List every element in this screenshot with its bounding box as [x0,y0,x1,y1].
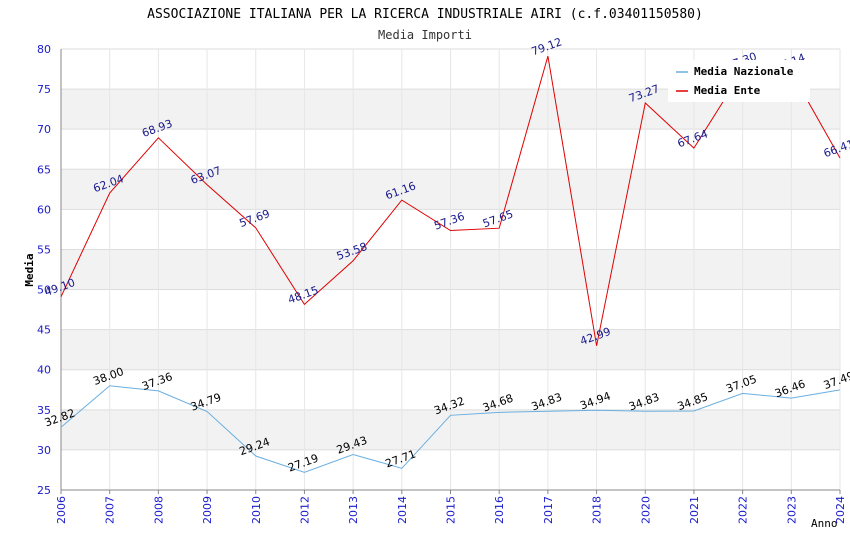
x-tick-label: 2010 [250,496,263,524]
y-tick-label: 70 [37,123,51,136]
legend: Media Nazionale Media Ente [668,60,810,102]
x-tick-label: 2008 [152,496,165,524]
y-tick-label: 65 [37,163,51,176]
y-tick-label: 40 [37,364,51,377]
axes: 25 30 35 40 45 50 55 60 65 70 75 80 2006 2007 2008 2009… [37,43,847,524]
x-tick-label: 2020 [639,496,652,524]
y-tick-label: 80 [37,43,51,56]
x-tick-label: 2009 [201,496,214,524]
x-axis-label: Anno [811,517,838,530]
x-tick-label: 2006 [55,496,68,524]
y-tick-label: 60 [37,203,51,216]
chart-title: ASSOCIAZIONE ITALIANA PER LA RICERCA IND… [147,7,703,22]
x-tick-label: 2017 [542,496,555,524]
series-line-media-nazionale [60,385,841,473]
legend-label-media-ente: Media Ente [694,84,761,97]
chart-subtitle: Media Importi [378,28,472,42]
y-tick-label: 45 [37,324,51,337]
x-tick-label: 2016 [493,496,506,524]
x-tick-label: 2012 [298,496,311,524]
y-axis-label: Media [23,253,36,286]
x-tick-label: 2022 [737,496,750,524]
x-tick-label: 2015 [445,496,458,524]
x-tick-label: 2021 [688,496,701,524]
y-tick-label: 50 [37,284,51,297]
series-line-media-ente [60,55,841,346]
series-lines [60,55,841,473]
x-tick-label: 2023 [785,496,798,524]
y-tick-label: 25 [37,484,51,497]
x-tick-label: 2007 [104,496,117,524]
y-tick-label: 75 [37,83,51,96]
x-tick-label: 2014 [396,496,409,524]
x-tick-label: 2013 [347,496,360,524]
legend-label-media-nazionale: Media Nazionale [694,65,794,78]
x-tick-label: 2024 [834,496,847,524]
x-tick-label: 2018 [591,496,604,524]
y-tick-label: 30 [37,444,51,457]
y-tick-label: 35 [37,404,51,417]
legend-box [668,60,810,102]
y-tick-label: 55 [37,243,51,256]
